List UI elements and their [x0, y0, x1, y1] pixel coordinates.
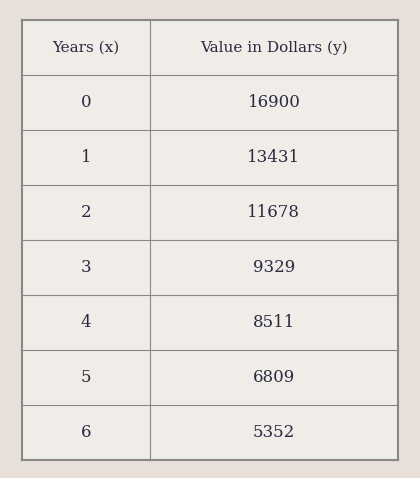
Text: 2: 2 [81, 204, 91, 221]
Text: 8511: 8511 [253, 314, 295, 331]
Text: 4: 4 [81, 314, 91, 331]
Text: 3: 3 [81, 259, 91, 276]
Text: 1: 1 [81, 149, 91, 166]
Text: Value in Dollars (y): Value in Dollars (y) [200, 40, 348, 54]
Bar [22, 20, 398, 460]
Text: Years (x): Years (x) [52, 41, 120, 54]
Text: 6: 6 [81, 424, 91, 441]
Text: 16900: 16900 [247, 94, 300, 111]
Text: 5352: 5352 [253, 424, 295, 441]
Text: 6809: 6809 [253, 369, 295, 386]
Text: 5: 5 [81, 369, 91, 386]
Text: 9329: 9329 [253, 259, 295, 276]
Text: 11678: 11678 [247, 204, 300, 221]
Text: 13431: 13431 [247, 149, 300, 166]
Text: 0: 0 [81, 94, 91, 111]
